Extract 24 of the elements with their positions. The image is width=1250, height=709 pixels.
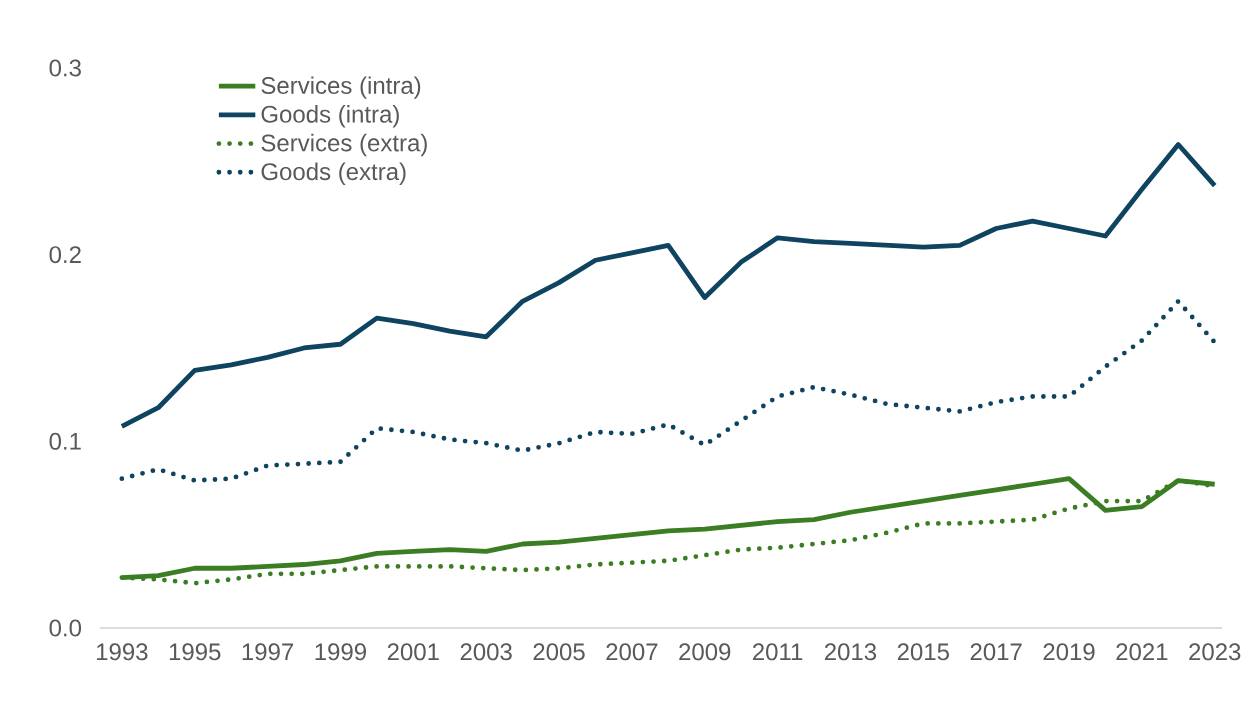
y-tick-label: 0.1 xyxy=(49,432,81,450)
x-tick-label: 1993 xyxy=(96,643,148,661)
legend-label: Services (intra) xyxy=(261,76,421,99)
legend-label: Goods (extra) xyxy=(261,162,406,185)
legend-label: Goods (intra) xyxy=(261,105,399,128)
x-tick-label: 2017 xyxy=(970,643,1022,661)
legend-label: Services (extra) xyxy=(261,133,427,157)
x-tick-label: 2003 xyxy=(460,643,512,661)
y-tick-label: 0.0 xyxy=(49,619,82,637)
y-tick-label: 0.2 xyxy=(49,246,81,264)
x-tick-label: 2023 xyxy=(1189,643,1241,661)
x-tick-label: 2001 xyxy=(387,643,439,661)
x-tick-label: 2005 xyxy=(533,643,585,661)
x-tick-label: 1997 xyxy=(242,643,294,661)
x-tick-label: 1995 xyxy=(169,643,221,661)
x-tick-label: 2011 xyxy=(752,643,803,661)
x-tick-label: 1999 xyxy=(315,643,366,661)
y-tick-label: 0.3 xyxy=(49,59,81,77)
x-tick-label: 2007 xyxy=(606,643,658,661)
x-tick-label: 2009 xyxy=(679,643,731,661)
x-tick-label: 2021 xyxy=(1116,643,1168,661)
x-tick-label: 2015 xyxy=(897,643,949,661)
x-tick-label: 2013 xyxy=(824,643,877,661)
x-tick-label: 2019 xyxy=(1043,643,1095,661)
